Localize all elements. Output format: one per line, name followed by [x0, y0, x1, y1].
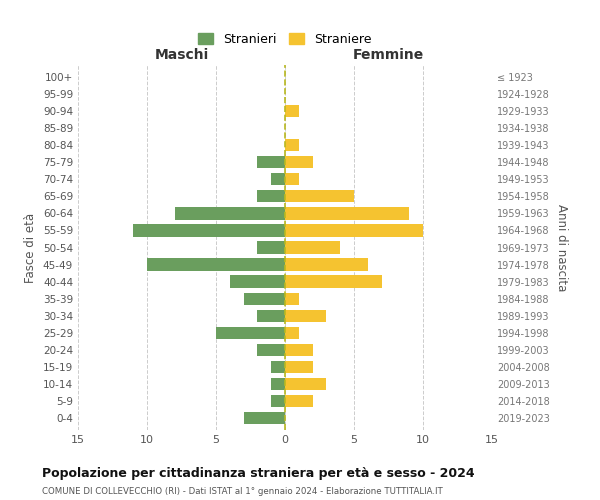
Bar — [285, 395, 313, 407]
Bar — [285, 190, 354, 202]
Bar — [175, 207, 285, 220]
Bar — [285, 139, 299, 151]
Bar — [244, 292, 285, 305]
Bar — [285, 173, 299, 186]
Bar — [285, 242, 340, 254]
Bar — [230, 276, 285, 288]
Bar — [285, 258, 368, 270]
Bar — [271, 395, 285, 407]
Bar — [285, 326, 299, 339]
Bar — [271, 173, 285, 186]
Bar — [244, 412, 285, 424]
Bar — [257, 242, 285, 254]
Bar — [285, 207, 409, 220]
Text: Maschi: Maschi — [154, 48, 209, 62]
Bar — [285, 156, 313, 168]
Bar — [285, 378, 326, 390]
Bar — [271, 378, 285, 390]
Bar — [285, 361, 313, 373]
Text: COMUNE DI COLLEVECCHIO (RI) - Dati ISTAT al 1° gennaio 2024 - Elaborazione TUTTI: COMUNE DI COLLEVECCHIO (RI) - Dati ISTAT… — [42, 488, 443, 496]
Bar — [147, 258, 285, 270]
Bar — [285, 276, 382, 288]
Y-axis label: Anni di nascita: Anni di nascita — [555, 204, 568, 291]
Legend: Stranieri, Straniere: Stranieri, Straniere — [194, 30, 376, 50]
Y-axis label: Fasce di età: Fasce di età — [25, 212, 37, 282]
Bar — [285, 292, 299, 305]
Bar — [133, 224, 285, 236]
Bar — [271, 361, 285, 373]
Bar — [257, 156, 285, 168]
Bar — [285, 344, 313, 356]
Bar — [285, 105, 299, 117]
Bar — [257, 310, 285, 322]
Bar — [285, 224, 423, 236]
Bar — [257, 190, 285, 202]
Bar — [285, 310, 326, 322]
Text: Femmine: Femmine — [353, 48, 424, 62]
Bar — [257, 344, 285, 356]
Text: Popolazione per cittadinanza straniera per età e sesso - 2024: Popolazione per cittadinanza straniera p… — [42, 468, 475, 480]
Bar — [216, 326, 285, 339]
